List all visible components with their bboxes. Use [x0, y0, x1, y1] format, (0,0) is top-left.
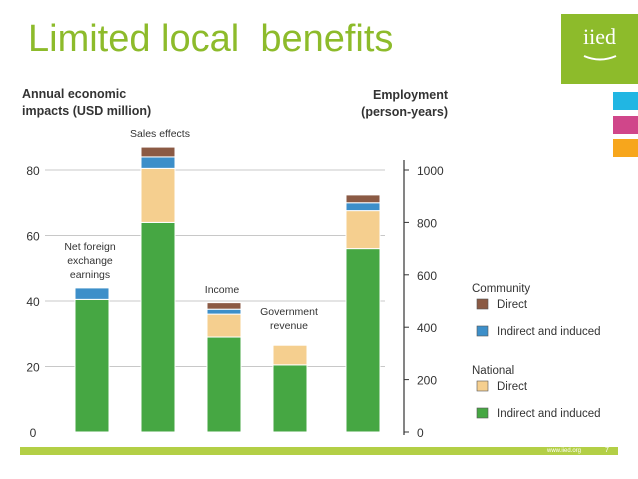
legend-item-label: Indirect and induced	[497, 408, 601, 420]
bar-segment	[206, 302, 242, 310]
page-number: 7	[605, 447, 609, 454]
legend-swatch	[476, 325, 489, 337]
category-label: Government	[260, 306, 318, 318]
legend-item-label: Indirect and induced	[497, 326, 601, 338]
slide-title: Limited local benefits	[28, 18, 394, 60]
bar-segment	[345, 194, 381, 204]
iied-logo: iied	[561, 14, 638, 84]
legend-group-title: National	[472, 365, 514, 377]
bar-segment	[206, 336, 242, 433]
tab-orange	[613, 139, 638, 157]
bar-segment	[140, 156, 176, 169]
tab-magenta	[613, 116, 638, 134]
legend-group-title: Community	[472, 283, 530, 295]
right-tick-label: 800	[417, 216, 437, 230]
bar-segment	[74, 298, 110, 433]
bar-segment	[345, 210, 381, 250]
bar-segment	[140, 221, 176, 433]
bar-segment	[345, 248, 381, 433]
left-axis-title-line1: Annual economic	[22, 87, 126, 101]
left-tick-label: 20	[26, 361, 40, 375]
left-tick-label: 80	[26, 164, 40, 178]
logo-swoosh-icon	[583, 55, 617, 61]
bar-segment	[272, 344, 308, 366]
right-tick-label: 1000	[417, 164, 444, 178]
right-axis-title-line2: (person-years)	[361, 105, 448, 119]
right-tick-label: 600	[417, 269, 437, 283]
right-tick-label: 200	[417, 374, 437, 388]
bar-segment	[140, 146, 176, 158]
legend-swatch	[476, 380, 489, 392]
category-label: earnings	[70, 269, 110, 281]
legend-swatch	[476, 407, 489, 419]
category-label: Sales effects	[130, 128, 190, 140]
left-tick-label: 0	[30, 426, 37, 440]
left-tick-label: 40	[26, 295, 40, 309]
left-tick-label: 60	[26, 230, 40, 244]
category-label: Net foreign	[64, 241, 116, 253]
bar-segment	[206, 313, 242, 338]
category-label: Income	[205, 284, 240, 296]
right-axis-title-line1: Employment	[373, 88, 449, 102]
right-tick-label: 400	[417, 321, 437, 335]
bar-segment	[206, 308, 242, 315]
footer-url: www.iied.org	[547, 448, 582, 454]
legend-item-label: Direct	[497, 299, 528, 311]
bar-segment	[74, 287, 110, 300]
bar-segment	[345, 202, 381, 212]
category-label: exchange	[67, 255, 113, 267]
legend-swatch	[476, 298, 489, 310]
category-label: revenue	[270, 320, 308, 332]
left-axis-title-line2: impacts (USD million)	[22, 104, 151, 118]
right-tick-label: 0	[417, 426, 424, 440]
tab-cyan	[613, 92, 638, 110]
legend-item-label: Direct	[497, 381, 528, 393]
bar-segment	[272, 364, 308, 433]
footer-bar	[20, 447, 618, 455]
bar-segment	[140, 167, 176, 223]
logo-text: iied	[583, 24, 616, 49]
